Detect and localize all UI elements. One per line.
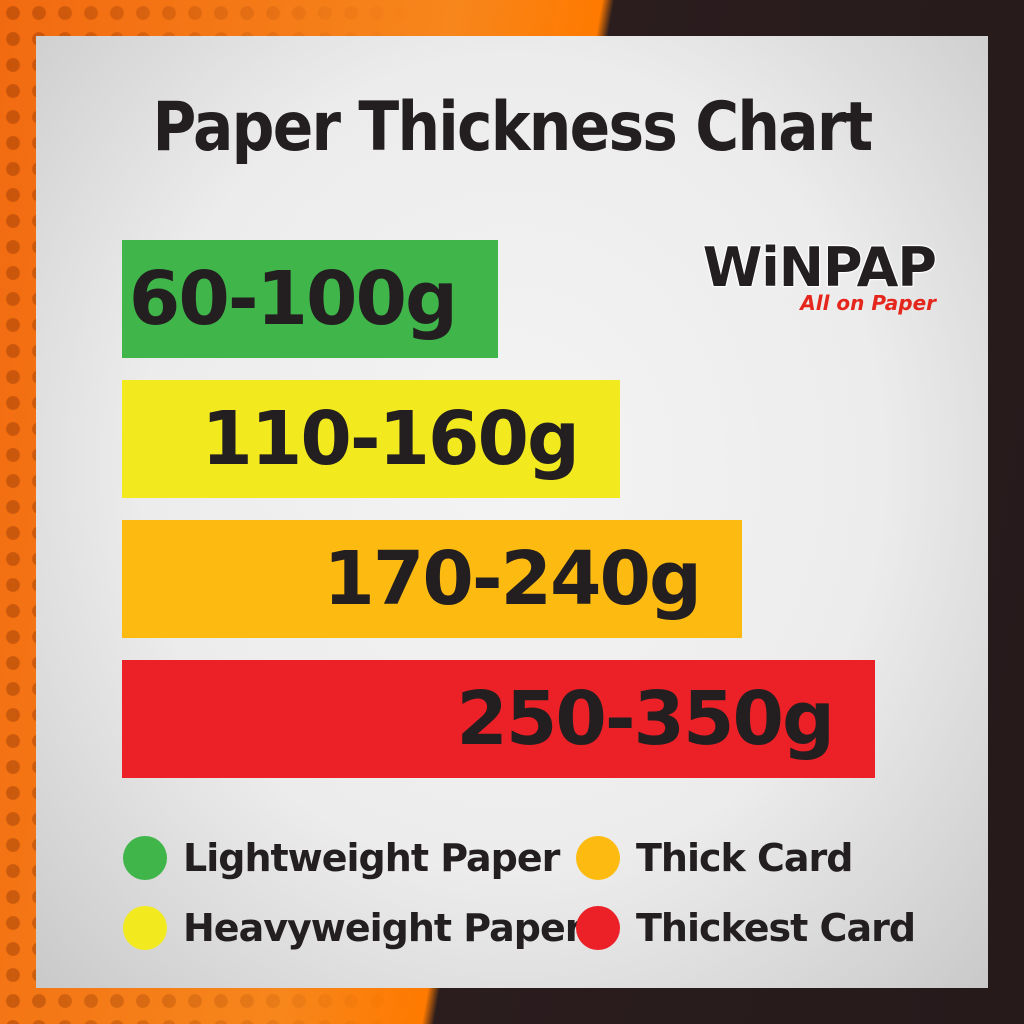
logo: WiNPAP All on Paper: [666, 235, 938, 315]
logo-tagline: All on Paper: [800, 291, 936, 315]
legend-item: Heavyweight Paper: [123, 906, 583, 950]
legend-label: Thickest Card: [636, 906, 916, 950]
panel: Paper Thickness Chart WiNPAP All on Pape…: [36, 36, 988, 988]
bar: 60-100g: [122, 240, 498, 358]
legend-item: Thick Card: [576, 836, 853, 880]
bar: 170-240g: [122, 520, 742, 638]
legend-dot: [576, 906, 620, 950]
logo-name: WiNPAP: [702, 235, 938, 300]
legend-label: Heavyweight Paper: [183, 906, 583, 950]
legend-label: Thick Card: [636, 836, 853, 880]
title: Paper Thickness Chart: [152, 88, 874, 167]
legend-dot: [123, 836, 167, 880]
legend-label: Lightweight Paper: [183, 836, 560, 880]
bar: 110-160g: [122, 380, 620, 498]
bar: 250-350g: [122, 660, 875, 778]
legend-item: Lightweight Paper: [123, 836, 560, 880]
legend-dot: [576, 836, 620, 880]
legend-dot: [123, 906, 167, 950]
legend-item: Thickest Card: [576, 906, 916, 950]
